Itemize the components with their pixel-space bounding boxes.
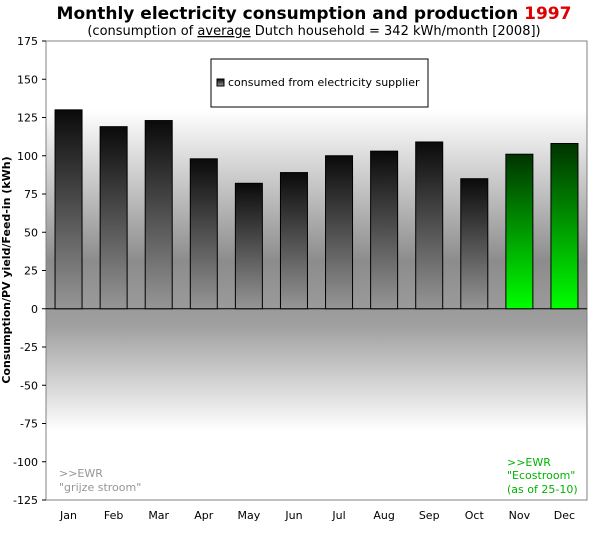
bar-feb bbox=[99, 126, 128, 310]
y-tick-label: 0 bbox=[31, 303, 38, 316]
y-tick-label: 125 bbox=[17, 112, 38, 125]
annotation-left: >>EWR "grijze stroom" bbox=[59, 467, 141, 494]
chart-title-main: Monthly electricity consumption and prod… bbox=[57, 4, 519, 24]
x-tick-label: Jun bbox=[284, 509, 302, 522]
x-tick-label: Nov bbox=[509, 509, 531, 522]
annotation-left-line2: "grijze stroom" bbox=[59, 481, 141, 494]
y-tick-label: -25 bbox=[20, 341, 38, 354]
annotation-left-line1: >>EWR bbox=[59, 467, 103, 480]
legend-swatch bbox=[216, 78, 225, 87]
bar-sep bbox=[415, 141, 444, 310]
annotation-right-line1: >>EWR bbox=[507, 456, 551, 469]
bar-aug bbox=[370, 150, 399, 310]
y-axis-label: Consumption/PV yield/Feed-in (kWh) bbox=[0, 156, 13, 383]
legend-entry: consumed from electricity supplier bbox=[228, 76, 420, 89]
y-tick-label: 100 bbox=[17, 150, 38, 163]
x-tick-label: Jul bbox=[331, 509, 345, 522]
bar-jul bbox=[325, 155, 354, 310]
bar-may bbox=[234, 182, 263, 310]
y-tick-label: 25 bbox=[24, 265, 38, 278]
subtitle-suffix: Dutch household = 342 kWh/month [2008]) bbox=[251, 24, 541, 39]
bar-dec bbox=[550, 143, 579, 310]
y-tick-label: 175 bbox=[17, 35, 38, 48]
bar-oct bbox=[460, 178, 489, 310]
x-tick-label: Oct bbox=[465, 509, 485, 522]
y-tick-label: -100 bbox=[13, 456, 38, 469]
annotation-right-line2: "Ecostroom" bbox=[507, 469, 575, 482]
chart-title: Monthly electricity consumption and prod… bbox=[57, 4, 572, 24]
bar-nov bbox=[505, 153, 534, 310]
axes: 175 150 125 100 75 50 25 0 -25 -50 -75 -100 -125 Jan F… bbox=[13, 35, 587, 522]
bar-jun bbox=[279, 172, 308, 310]
bar-mar bbox=[144, 120, 173, 310]
bars bbox=[54, 109, 579, 310]
x-tick-label: Dec bbox=[554, 509, 575, 522]
x-tick-label: Apr bbox=[194, 509, 214, 522]
annotation-right-line3: (as of 25-10) bbox=[507, 483, 578, 496]
y-tick-label: 50 bbox=[24, 226, 38, 239]
y-tick-label: -50 bbox=[20, 379, 38, 392]
chart-subtitle: (consumption of average Dutch household … bbox=[87, 24, 540, 39]
x-tick-label: Aug bbox=[373, 509, 394, 522]
x-tick-label: Sep bbox=[419, 509, 440, 522]
legend-box bbox=[210, 58, 429, 108]
legend: consumed from electricity supplier bbox=[210, 58, 429, 108]
subtitle-prefix: (consumption of bbox=[87, 24, 197, 39]
x-tick-label: Jan bbox=[59, 509, 77, 522]
x-tick-label: May bbox=[238, 509, 261, 522]
y-tick-label: -125 bbox=[13, 494, 38, 507]
x-tick-label: Feb bbox=[104, 509, 123, 522]
y-tick-label: 150 bbox=[17, 73, 38, 86]
y-tick-label: 75 bbox=[24, 188, 38, 201]
y-tick-label: -75 bbox=[20, 418, 38, 431]
x-tick-label: Mar bbox=[148, 509, 169, 522]
bar-jan bbox=[54, 109, 83, 310]
chart-title-year: 1997 bbox=[524, 4, 571, 24]
annotation-right: >>EWR "Ecostroom" (as of 25-10) bbox=[507, 456, 578, 496]
subtitle-emphasis: average bbox=[197, 24, 250, 39]
plot-area bbox=[45, 40, 588, 501]
bar-apr bbox=[189, 158, 218, 310]
